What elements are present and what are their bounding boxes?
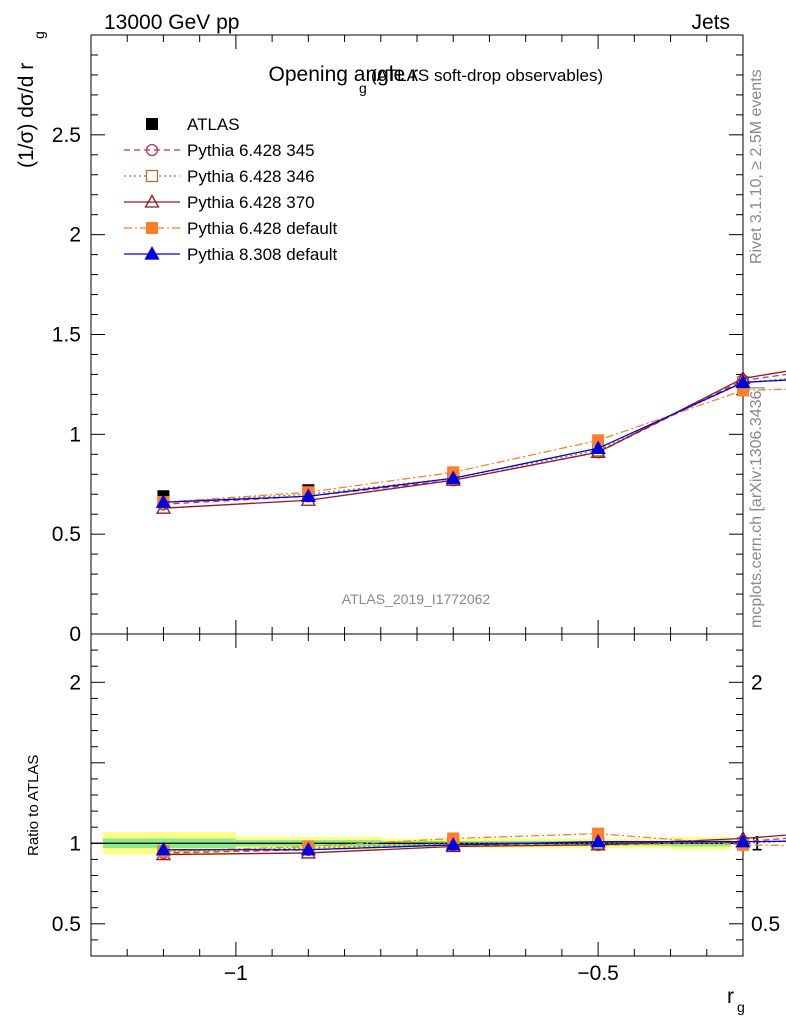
legend-label: Pythia 8.308 default [187,245,338,264]
main-y-axis-label: (1/σ) dσ/d r [15,63,38,168]
series-line-pythia-6-428-345 [163,373,786,505]
ratio-y-tick-label-right: 1 [751,832,763,855]
ratio-line-pythia-6-428-370 [163,834,786,856]
series-pythia-6-428-default [157,384,786,509]
ratio-y-tick-label-left: 1 [69,832,81,855]
x-tick-labels: −1 −0.5 [224,962,619,985]
analysis-watermark: ATLAS_2019_I1772062 [342,591,491,607]
main-y-axis-label-subscript: g [31,31,47,39]
main-series-group [155,370,786,514]
main-y-tick-label: 1 [69,423,81,446]
legend-label: Pythia 6.428 345 [187,141,315,160]
data-point-pythia-8-308-default [590,440,606,454]
ratio-point-pythia-8-308-default [445,837,461,851]
ratio-y-axis-label-group: Ratio to ATLAS [25,755,42,856]
data-point-pythia-8-308-default [155,494,172,508]
series-line-pythia-6-428-346 [163,378,786,503]
ratio-line-pythia-8-308-default [163,840,786,851]
x-axis-label: r [727,985,734,1008]
ratio-plot-frame [90,633,744,957]
rivet-label-group: Rivet 3.1.10, ≥ 2.5M events [748,69,765,264]
legend: ATLAS Pythia 6.428 345 Pythia 6.428 346 Pyt… [124,115,338,264]
main-title: Opening angle r [269,63,418,86]
main-subtitle: (ATLAS soft-drop observables) [371,66,603,85]
legend-label: Pythia 6.428 default [187,219,338,238]
main-y-tick-label: 0.5 [52,523,81,546]
series-pythia-6-428-345 [157,373,786,511]
ratio-y-tick-label-right: 2 [751,671,763,694]
data-point-pythia-8-308-default [445,470,461,484]
ratio-point-pythia-8-308-default [300,841,316,856]
ratio-series-group [155,827,786,861]
legend-entry-pythia-8-308-default: Pythia 8.308 default [124,245,338,264]
series-pythia-6-428-370 [155,370,786,514]
x-tick-label: −0.5 [577,962,618,985]
legend-label: ATLAS [187,115,240,134]
energy-label: 13000 GeV pp [104,11,239,34]
main-y-tick-label: 2.5 [52,124,81,147]
ratio-series-pythia-8-308-default [155,833,786,856]
ratio-y-tick-label-right: 0.5 [751,913,780,936]
ratio-point-pythia-8-308-default [735,833,751,848]
legend-entry-pythia-6-428-345: Pythia 6.428 345 [124,141,315,160]
ratio-y-tick-label-left: 2 [69,671,81,694]
mcplots-label: mcplots.cern.ch [arXiv:1306.3436] [748,386,765,628]
legend-marker [146,118,158,130]
main-y-tick-labels: 0.5 1 1.5 2 2.5 0 [52,124,81,646]
data-point-pythia-8-308-default [300,488,316,502]
legend-entry-pythia-6-428-370: Pythia 6.428 370 [124,193,315,212]
rivet-label: Rivet 3.1.10, ≥ 2.5M events [748,69,765,264]
ratio-axis-ticks [91,634,744,956]
legend-entry-atlas: ATLAS [146,115,240,134]
legend-marker [144,194,160,208]
ratio-y-tick-label-left: 0.5 [52,913,81,936]
ratio-y-tick-labels: 0.5 0.5 1 1 2 2 [52,671,780,936]
x-tick-label: −1 [224,962,248,985]
ratio-point-pythia-8-308-default [155,841,172,856]
main-y-tick-label: 1.5 [52,324,81,347]
process-label: Jets [691,11,730,34]
main-axis-ticks [91,35,744,634]
legend-marker [145,169,159,183]
series-line-pythia-6-428-370 [163,370,786,509]
legend-marker [145,143,159,157]
data-point-pythia-8-308-default [735,374,751,389]
legend-label: Pythia 6.428 346 [187,167,315,186]
mcplots-label-group: mcplots.cern.ch [arXiv:1306.3436] [748,386,765,628]
ratio-y-axis-label: Ratio to ATLAS [25,755,42,856]
ratio-point-pythia-8-308-default [590,833,606,848]
main-title-subscript: g [359,80,367,96]
legend-entry-pythia-6-428-default: Pythia 6.428 default [124,219,338,238]
main-y-tick-label: 2 [69,224,81,247]
legend-entry-pythia-6-428-346: Pythia 6.428 346 [124,167,315,186]
main-y-axis-label-group: (1/σ) dσ/d r [15,63,38,168]
x-axis-label-subscript: g [737,999,745,1015]
legend-marker [144,246,160,260]
series-pythia-8-308-default [155,374,786,508]
ratio-line-pythia-6-428-346 [163,840,786,852]
ratio-line-pythia-6-428-default [163,832,786,852]
series-atlas [157,376,749,503]
main-y-tick-label-zero: 0 [69,623,81,646]
main-y-axis-sub-group: g [31,31,47,39]
series-pythia-6-428-346 [157,376,786,509]
series-line-pythia-8-308-default [163,379,786,503]
legend-label: Pythia 6.428 370 [187,193,315,212]
legend-marker [146,222,158,234]
